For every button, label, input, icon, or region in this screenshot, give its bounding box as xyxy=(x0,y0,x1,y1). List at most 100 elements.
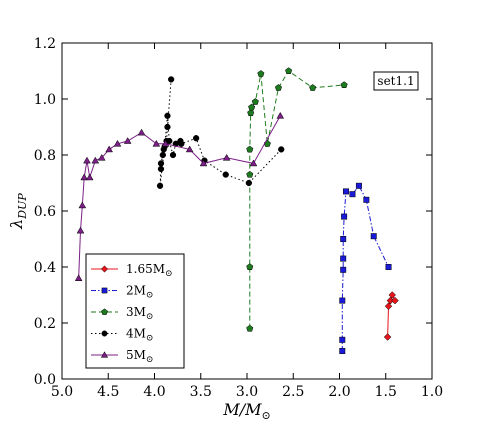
series-line xyxy=(341,184,389,351)
data-point xyxy=(178,140,185,147)
legend-marker xyxy=(100,265,109,273)
data-point xyxy=(339,336,346,343)
data-point xyxy=(161,139,170,147)
x-axis-title: M/M⊙ xyxy=(222,400,270,422)
data-point xyxy=(340,81,348,88)
series-3 xyxy=(246,67,348,332)
data-point xyxy=(78,201,87,209)
annotation-box: set1.1 xyxy=(373,71,419,91)
legend-entry: 3M⊙ xyxy=(91,305,153,322)
legend-label: 3M⊙ xyxy=(126,305,153,322)
series-line xyxy=(249,70,345,329)
data-point xyxy=(164,123,171,131)
legend-label-subscript: ⊙ xyxy=(146,312,154,322)
data-point xyxy=(245,179,252,187)
data-point xyxy=(285,67,293,74)
legend-marker xyxy=(101,308,108,315)
data-point xyxy=(388,291,396,299)
data-point xyxy=(391,296,399,305)
x-tick-label: 2.0 xyxy=(328,384,350,400)
data-point xyxy=(355,182,362,189)
data-point xyxy=(222,153,231,161)
legend: 1.65M⊙2M⊙3M⊙4M⊙5M⊙ xyxy=(85,253,185,369)
data-point xyxy=(157,160,165,167)
y-axis-title: λDUP xyxy=(7,193,29,230)
legend-label-main: 1.65M xyxy=(126,262,165,276)
data-point xyxy=(370,233,377,240)
x-tick-label: 3.5 xyxy=(190,384,212,400)
legend-label: 2M⊙ xyxy=(126,284,153,301)
legend-entry: 1.65M⊙ xyxy=(91,262,173,279)
data-point xyxy=(83,156,91,164)
data-point xyxy=(340,255,347,262)
x-tick-label: 1.0 xyxy=(421,384,443,400)
data-point xyxy=(343,188,349,195)
data-point xyxy=(199,159,208,167)
data-point xyxy=(309,84,317,91)
legend-label: 5M⊙ xyxy=(126,348,153,365)
data-point xyxy=(384,302,393,310)
data-point xyxy=(246,263,254,270)
y-tick-label: 0.2 xyxy=(34,316,56,332)
data-point xyxy=(168,76,175,83)
data-point xyxy=(76,226,85,234)
data-point xyxy=(278,146,285,153)
x-tick-label: 3.0 xyxy=(236,384,258,400)
data-point xyxy=(105,145,114,153)
x-tick-label: 2.5 xyxy=(282,384,304,400)
data-point xyxy=(91,156,100,164)
data-point xyxy=(257,70,265,77)
legend-entry: 4M⊙ xyxy=(91,327,153,344)
legend-label-subscript: ⊙ xyxy=(146,355,154,365)
series-line xyxy=(159,79,282,186)
legend-marker xyxy=(100,351,109,358)
data-point xyxy=(97,153,106,161)
legend-marker xyxy=(101,330,108,337)
series-1 xyxy=(383,291,399,341)
data-point xyxy=(341,213,348,220)
data-point xyxy=(339,348,346,354)
series-4 xyxy=(156,76,285,189)
x-tick-label: 5.0 xyxy=(51,384,73,400)
y-tick-label: 0.6 xyxy=(34,204,56,220)
data-point xyxy=(192,135,200,142)
data-point xyxy=(274,84,282,91)
series-5 xyxy=(74,111,285,281)
x-tick-label: 4.5 xyxy=(97,384,119,400)
data-point xyxy=(247,109,255,116)
data-point xyxy=(276,111,285,119)
legend-label-subscript: ⊙ xyxy=(146,291,154,301)
data-point xyxy=(349,191,356,198)
legend-label-main: 3M xyxy=(126,305,146,319)
data-point xyxy=(123,137,132,144)
data-point xyxy=(152,139,161,147)
legend-label-subscript: ⊙ xyxy=(146,334,154,344)
data-point xyxy=(74,274,83,281)
legend-label-main: 2M xyxy=(126,284,146,298)
y-tick-label: 1.2 xyxy=(34,36,56,52)
data-point xyxy=(169,151,177,159)
x-tick-label: 4.0 xyxy=(143,384,165,400)
legend-marker xyxy=(101,287,108,294)
data-point xyxy=(246,324,254,332)
data-point xyxy=(251,98,259,105)
y-tick-label: 0.4 xyxy=(34,260,56,276)
x-tick-label: 1.5 xyxy=(375,384,397,400)
series-layer xyxy=(74,67,399,354)
data-point xyxy=(185,145,194,153)
data-point xyxy=(248,103,256,111)
data-point xyxy=(222,171,229,178)
data-point xyxy=(164,112,171,119)
series-2 xyxy=(339,182,392,354)
axis-ticks xyxy=(61,42,433,380)
data-point xyxy=(113,139,122,147)
data-point xyxy=(166,137,173,145)
legend-label-main: 4M xyxy=(126,327,146,341)
y-tick-label: 1.0 xyxy=(34,92,56,108)
data-point xyxy=(159,151,166,159)
axis-tick-labels: 5.0 4.5 4.0 3.5 3.0 2.5 2.0 1.5 1.0 0.0 0.2 0.4 0.6 0… xyxy=(34,36,443,400)
legend-label: 4M⊙ xyxy=(126,327,153,344)
data-point xyxy=(249,159,258,167)
data-point xyxy=(339,297,346,304)
